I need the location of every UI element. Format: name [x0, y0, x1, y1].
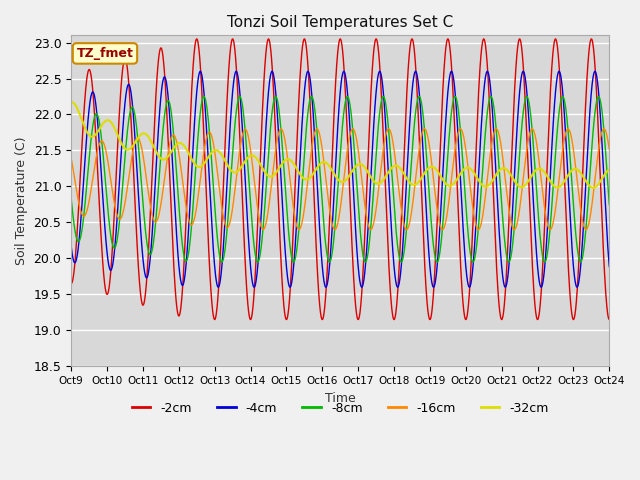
Text: TZ_fmet: TZ_fmet: [77, 47, 133, 60]
Title: Tonzi Soil Temperatures Set C: Tonzi Soil Temperatures Set C: [227, 15, 453, 30]
Legend: -2cm, -4cm, -8cm, -16cm, -32cm: -2cm, -4cm, -8cm, -16cm, -32cm: [127, 396, 554, 420]
Y-axis label: Soil Temperature (C): Soil Temperature (C): [15, 137, 28, 265]
X-axis label: Time: Time: [325, 392, 356, 405]
